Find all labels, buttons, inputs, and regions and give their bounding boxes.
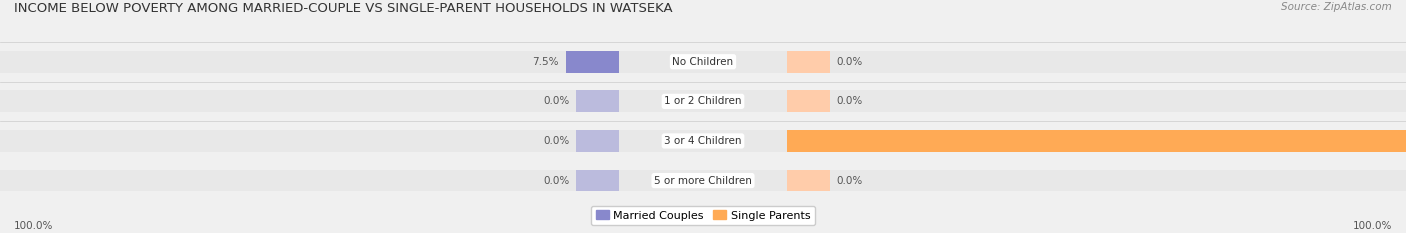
Bar [787, 170, 830, 192]
Bar [576, 170, 619, 192]
Bar [565, 51, 619, 73]
Bar [787, 90, 830, 112]
Text: 7.5%: 7.5% [533, 57, 560, 67]
Text: 0.0%: 0.0% [837, 96, 863, 106]
Text: 0.0%: 0.0% [543, 176, 569, 185]
Bar [703, 130, 1406, 152]
Text: 0.0%: 0.0% [837, 176, 863, 185]
Bar [576, 90, 619, 112]
Text: 100.0%: 100.0% [1353, 221, 1392, 231]
Bar [703, 90, 1406, 112]
Legend: Married Couples, Single Parents: Married Couples, Single Parents [592, 206, 814, 225]
Text: Source: ZipAtlas.com: Source: ZipAtlas.com [1281, 2, 1392, 12]
Bar [703, 170, 1406, 192]
Text: INCOME BELOW POVERTY AMONG MARRIED-COUPLE VS SINGLE-PARENT HOUSEHOLDS IN WATSEKA: INCOME BELOW POVERTY AMONG MARRIED-COUPL… [14, 2, 672, 15]
Bar [787, 130, 1406, 152]
Bar [787, 51, 830, 73]
Text: 0.0%: 0.0% [543, 96, 569, 106]
Bar [0, 170, 703, 192]
Text: No Children: No Children [672, 57, 734, 67]
Text: 0.0%: 0.0% [837, 57, 863, 67]
Text: 5 or more Children: 5 or more Children [654, 176, 752, 185]
Bar [703, 51, 1406, 73]
Text: 1 or 2 Children: 1 or 2 Children [664, 96, 742, 106]
Bar [0, 130, 703, 152]
Text: 3 or 4 Children: 3 or 4 Children [664, 136, 742, 146]
Text: 0.0%: 0.0% [543, 136, 569, 146]
Bar [0, 90, 703, 112]
Text: 100.0%: 100.0% [14, 221, 53, 231]
Bar [576, 130, 619, 152]
Bar [0, 51, 703, 73]
